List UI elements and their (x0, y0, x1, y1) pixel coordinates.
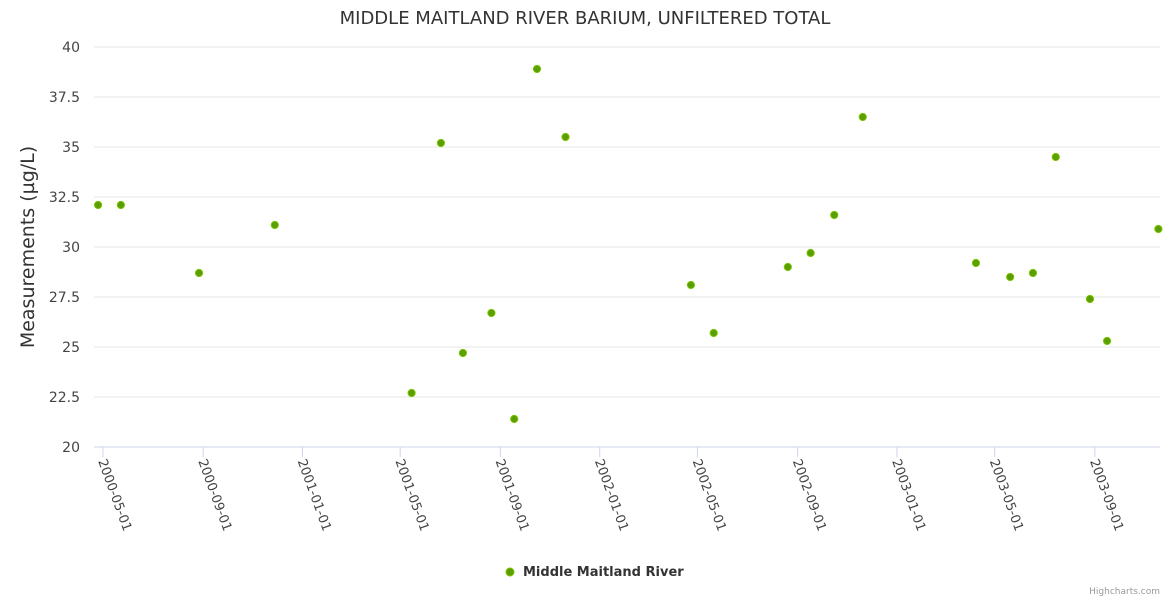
data-point[interactable] (1085, 294, 1095, 304)
y-axis-label: Measurements (µg/L) (17, 146, 39, 348)
y-tick-label: 37.5 (49, 90, 80, 106)
data-point[interactable] (806, 248, 815, 258)
data-point[interactable] (830, 210, 839, 220)
x-tick-label: 2003-05-01 (986, 457, 1026, 533)
x-tick-label: 2003-01-01 (888, 457, 928, 533)
data-point[interactable] (971, 258, 981, 268)
data-point[interactable] (407, 388, 416, 398)
data-point[interactable] (194, 268, 204, 278)
data-point[interactable] (858, 112, 867, 122)
data-point[interactable] (783, 262, 792, 272)
x-tick-label: 2003-09-01 (1086, 457, 1126, 533)
y-tick-label: 30 (62, 240, 80, 256)
x-tick-label: 2001-09-01 (492, 457, 532, 533)
data-point[interactable] (1006, 272, 1015, 282)
y-axis-ticks: 20 22.5 25 27.5 30 32.5 35 37.5 40 (49, 40, 80, 456)
x-tick-label: 2000-09-01 (194, 457, 234, 533)
data-points (93, 64, 1163, 424)
data-point[interactable] (561, 132, 570, 142)
y-tick-label: 20 (62, 440, 80, 456)
x-tick-label: 2001-01-01 (294, 457, 334, 533)
data-point[interactable] (1102, 336, 1112, 346)
data-point[interactable] (116, 200, 125, 210)
data-point[interactable] (1154, 224, 1163, 234)
x-tick-label: 2002-09-01 (789, 457, 829, 533)
data-point[interactable] (270, 220, 279, 230)
y-tick-label: 32.5 (49, 190, 80, 206)
data-point[interactable] (709, 328, 718, 338)
data-point[interactable] (93, 200, 103, 210)
legend-marker (505, 567, 515, 577)
data-point[interactable] (487, 308, 496, 318)
data-point[interactable] (532, 64, 542, 74)
data-point[interactable] (1028, 268, 1038, 278)
y-tick-label: 35 (62, 140, 80, 156)
legend[interactable]: Middle Maitland River (505, 565, 684, 580)
data-point[interactable] (686, 280, 696, 290)
y-tick-label: 27.5 (49, 290, 80, 306)
x-tick-label: 2001-05-01 (391, 457, 431, 533)
legend-label[interactable]: Middle Maitland River (523, 565, 684, 580)
data-point[interactable] (436, 138, 446, 148)
y-tick-label: 25 (62, 340, 80, 356)
x-axis-ticks: 2000-05-01 2000-09-01 2001-01-01 2001-05-01… (94, 447, 1126, 533)
y-tick-label: 22.5 (49, 390, 80, 406)
x-tick-label: 2002-05-01 (689, 457, 729, 533)
credits-link[interactable]: Highcharts.com (1089, 587, 1160, 597)
y-tick-label: 40 (62, 40, 80, 56)
data-point[interactable] (1051, 152, 1060, 162)
grid-lines (94, 46, 1160, 398)
x-tick-label: 2000-05-01 (94, 457, 134, 533)
chart-title: MIDDLE MAITLAND RIVER BARIUM, UNFILTERED… (340, 8, 831, 29)
x-tick-label: 2002-01-01 (591, 457, 631, 533)
data-point[interactable] (510, 414, 519, 424)
data-point[interactable] (458, 348, 468, 358)
